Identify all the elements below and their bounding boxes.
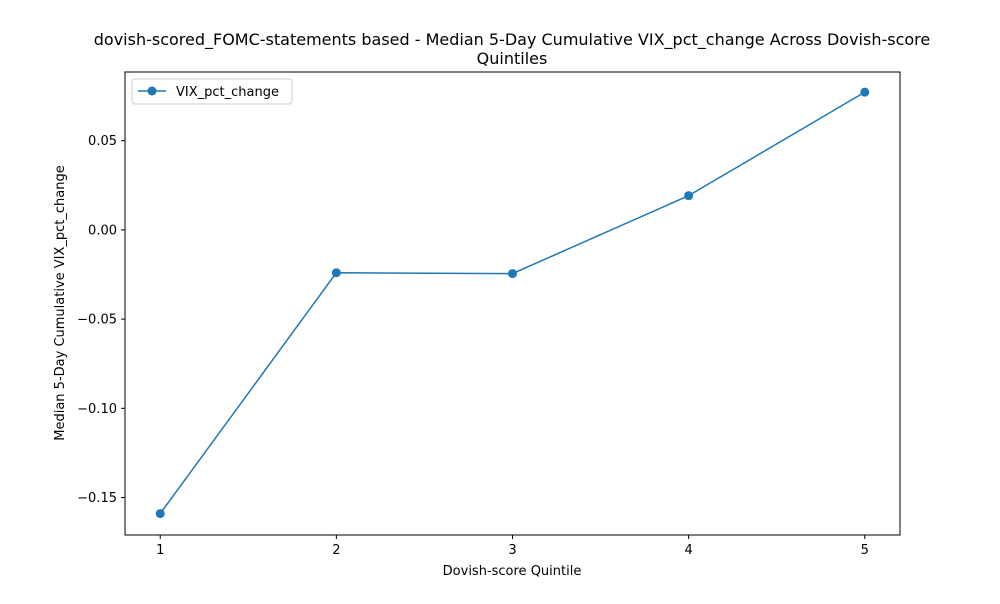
legend-marker-swatch — [147, 86, 157, 96]
y-axis-label: Median 5-Day Cumulative VIX_pct_change — [53, 165, 68, 440]
series-layer — [155, 87, 870, 519]
legend-box — [131, 78, 293, 105]
x-tick-label: 5 — [861, 543, 869, 558]
x-axis-ticks: 1 2 3 4 5 — [156, 535, 869, 558]
legend: VIX_pct_change — [131, 78, 293, 105]
y-axis-ticks: −0.15 −0.10 −0.05 0.00 0.05 — [77, 134, 125, 506]
y-tick-label: −0.05 — [77, 313, 117, 328]
data-point — [508, 269, 517, 279]
data-point — [684, 191, 694, 201]
y-tick-label: 0.05 — [88, 134, 117, 149]
chart-title-line-2: Quintiles — [477, 49, 548, 68]
data-point — [860, 87, 870, 97]
x-tick-label: 1 — [156, 543, 164, 558]
chart-title-line-1: dovish-scored_FOMC-statements based - Me… — [94, 30, 930, 50]
x-tick-label: 3 — [508, 543, 516, 558]
y-tick-label: −0.10 — [77, 402, 117, 417]
data-point — [331, 268, 341, 278]
y-tick-label: 0.00 — [88, 223, 117, 238]
legend-label: VIX_pct_change — [176, 85, 279, 100]
x-tick-label: 2 — [332, 543, 340, 558]
plot-area-frame — [124, 71, 901, 536]
y-tick-label: −0.15 — [77, 491, 117, 506]
x-axis-label: Dovish-score Quintile — [443, 564, 582, 579]
data-point — [155, 509, 165, 519]
x-tick-label: 4 — [684, 543, 692, 558]
